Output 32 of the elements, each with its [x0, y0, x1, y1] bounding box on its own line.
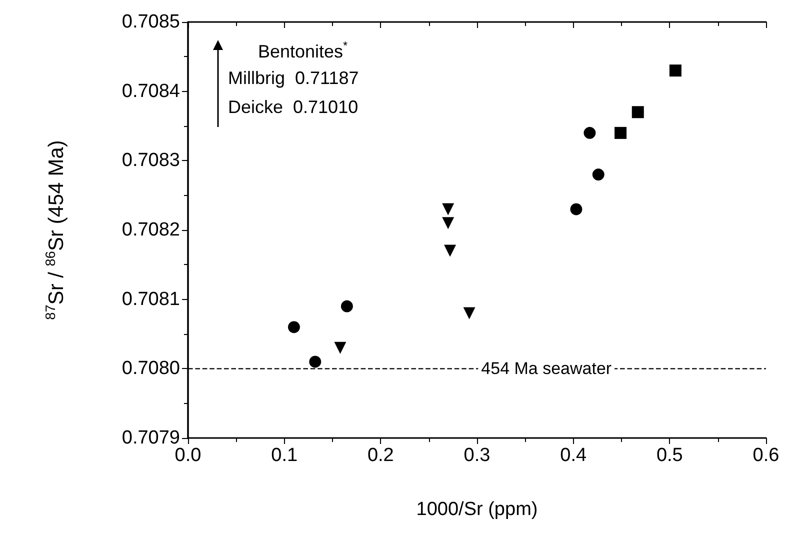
- point: [309, 356, 322, 368]
- x-tick-label: 0.1: [271, 445, 298, 466]
- x-tick-label: 0.5: [656, 445, 683, 466]
- point: [463, 307, 476, 320]
- point: [669, 64, 682, 77]
- y-tick-label: 0.7080: [122, 358, 180, 380]
- annotation: Bentonites*: [258, 40, 348, 62]
- point: [444, 244, 456, 257]
- annotation: Millbrig 0.71187: [228, 68, 359, 88]
- y-tick-label: 0.7082: [122, 220, 180, 240]
- point: [442, 217, 454, 230]
- x-tick-label: 0.4: [560, 445, 587, 466]
- point: [592, 168, 604, 181]
- y-tick-label: 0.7083: [122, 150, 180, 172]
- point: [442, 203, 454, 216]
- point: [570, 203, 582, 216]
- y-tick-label: 0.7085: [122, 12, 180, 32]
- y-tick-label: 0.7084: [122, 80, 180, 102]
- x-tick-label: 0.6: [752, 445, 780, 466]
- x-tick-label: 0.3: [464, 445, 490, 466]
- point: [288, 321, 300, 334]
- ref-line-label: 454 Ma seawater: [481, 359, 612, 378]
- x-tick-label: 0.2: [367, 445, 394, 466]
- point: [614, 126, 627, 139]
- point: [340, 300, 353, 312]
- x-axis-title: 1000/Sr (ppm): [416, 499, 538, 520]
- y-tick-label: 0.7081: [122, 288, 180, 310]
- annotation: Deicke 0.71010: [228, 97, 358, 117]
- point: [632, 106, 644, 118]
- point: [334, 342, 346, 354]
- y-axis-title: 87Sr / 86Sr (454 Ma): [42, 140, 68, 320]
- point: [584, 126, 596, 139]
